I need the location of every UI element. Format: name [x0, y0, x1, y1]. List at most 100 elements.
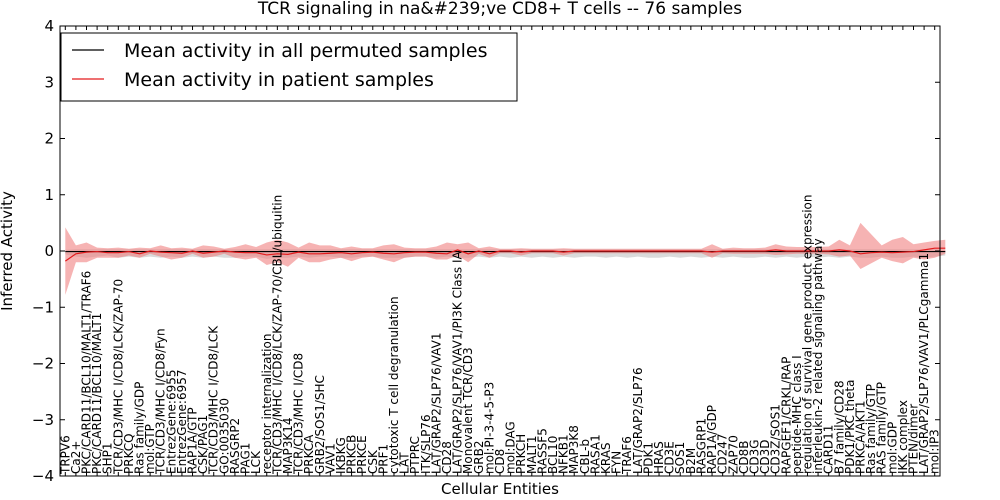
x-tick-label: EntrezGene:6957 [175, 370, 189, 475]
y-tick-label: −1 [32, 298, 54, 316]
y-tick-label: 0 [44, 242, 54, 260]
x-tick-label: KRAS [599, 442, 613, 474]
x-tick-label: interleukin-2 related signaling pathway [811, 238, 825, 474]
x-tick-label: TRPV6 [58, 435, 72, 475]
x-tick-label: IKK complex [896, 400, 910, 474]
x-tick-label: RAPGEF1/CRKL/RAP [779, 357, 793, 474]
x-tick-label: Ras family/GDP [133, 382, 147, 474]
x-tick-label: PRKCH [514, 434, 528, 474]
x-tick-label: mol:GTP [143, 424, 157, 474]
chart-title: TCR signaling in na&#239;ve CD8+ T cells… [257, 0, 742, 19]
x-tick-label: Monovalent TCR/CD3 [461, 347, 475, 474]
x-tick-label: TCR/CD3/MHC I/CD8/LCK [207, 325, 221, 475]
legend-box [60, 32, 518, 102]
x-tick-label: IKBKG [334, 437, 348, 474]
x-tick-label: CSK/PAG1 [196, 415, 210, 474]
x-tick-label: CARD11 [822, 425, 836, 474]
x-tick-label: PRKCQ [122, 433, 136, 474]
x-tick-label: TCR/CD3/MHC I/CD8/LCK/ZAP-70 [111, 279, 125, 475]
x-tick-label: SHP1 [101, 442, 115, 474]
y-tick-label: −4 [32, 467, 54, 485]
x-tick-label: receptor internalization [260, 334, 274, 474]
x-tick-label: EntrezGene:6955 [164, 370, 178, 475]
x-tick-label: PDK1 [641, 442, 655, 474]
x-tick-label: TCR/CD3/MHC I/CD8 [292, 353, 306, 475]
x-tick-label: TRAF6 [620, 436, 634, 475]
x-tick-label: mol:IP3 [928, 429, 942, 474]
x-tick-label: LCK [249, 450, 263, 474]
x-tick-label: ITK/SLP76 [419, 414, 433, 474]
x-tick-label: NFKB1 [557, 434, 571, 474]
plot-area [64, 222, 946, 295]
x-tick-label: RASSF5 [535, 428, 549, 474]
x-tick-label: mol:DAG [504, 421, 518, 474]
x-tick-label: RASGRP2 [228, 418, 242, 474]
x-tick-label: PKC/CARD11/BCL10/MALT1 [90, 313, 104, 474]
x-tick-label: BCL10 [546, 436, 560, 474]
x-tick-label: PRKCB [345, 435, 359, 474]
x-tick-label: RASA1 [588, 434, 602, 474]
x-tick-label: PRF1 [376, 444, 390, 474]
x-tick-label: PAG1 [239, 443, 253, 474]
legend: Mean activity in all permuted samples Me… [60, 32, 518, 102]
x-tick-label: CD3E [663, 441, 677, 474]
x-tick-label: CD8B [737, 441, 751, 475]
x-tick-label: LAT/GRAP2/SLP76/VAV1/PI3K Class IA [451, 250, 465, 474]
x-tick-label: MALT1 [525, 435, 539, 474]
y-tick-label: −2 [32, 355, 54, 373]
x-tick-label: PRKCA [302, 434, 316, 474]
x-tick-label: GRB2/SOS1/SHC [313, 375, 327, 474]
x-tick-label: Ras family/GTP [864, 384, 878, 474]
y-axis: 4 3 2 1 0 −1 −2 −3 −4 [32, 17, 940, 485]
y-axis-title: Inferred Activity [0, 191, 16, 311]
x-tick-label: PRKCA/AKT1 [853, 400, 867, 474]
x-tick-label: CSK [366, 449, 380, 474]
x-tick-label: PDK1/PKC theta [843, 380, 857, 474]
y-tick-label: 2 [44, 130, 54, 148]
x-tick-label: Ca2+ [69, 441, 83, 474]
legend-label-patient: Mean activity in patient samples [124, 69, 434, 91]
legend-label-permuted: Mean activity in all permuted samples [124, 40, 487, 62]
x-tick-label: SOS1 [673, 442, 687, 474]
x-tick-label: mol:PI-3-4-5-P3 [482, 382, 496, 474]
x-tick-label: ZAP70 [726, 435, 740, 474]
x-tick-label: RASGRP1 [694, 418, 708, 474]
x-tick-label: PKC/CARD11/BCL10/MALT1/TRAF6 [80, 271, 94, 474]
x-tick-label: MAP3K14 [281, 417, 295, 474]
x-tick-label: RAP1A/GTP [186, 407, 200, 474]
y-tick-label: 3 [44, 73, 54, 91]
x-tick-label: TCR/CD3/MHC I/CD8/LCK/ZAP-70/CBL/ubiquit… [270, 195, 284, 475]
x-tick-label: TCR/CD3/MHC I/CD8/Fyn [154, 328, 168, 475]
x-tick-label: regulation of survival gene product expr… [800, 195, 814, 474]
x-axis-title: Cellular Entities [441, 480, 559, 498]
x-tick-label: cytotoxic T cell degranulation [387, 296, 401, 474]
y-tick-label: 1 [44, 186, 54, 204]
x-tick-label: LAT [398, 452, 412, 474]
x-tick-label: PTEN/dimer [906, 404, 920, 474]
x-tick-label: VAV1 [323, 443, 337, 474]
x-tick-label: CD3Z/SOS1 [769, 404, 783, 474]
x-tick-label: peptide-MHC class I [790, 355, 804, 474]
x-tick-label: B2M [684, 448, 698, 474]
band-patient [65, 222, 946, 295]
x-tick-label: LAT/GRAP2/SLP76/VAV1/PLCgamma1 [917, 253, 931, 474]
line-patient [64, 247, 946, 262]
x-tick-label: RAP1A/GDP [705, 405, 719, 474]
x-tick-label: HRAS [652, 441, 666, 474]
x-tick-label: PRKCE [355, 435, 369, 474]
x-tick-label: CBL-b [578, 439, 592, 474]
x-tick-label: PTPRC [408, 436, 422, 474]
x-tick-label: FYN [610, 451, 624, 474]
y-tick-label: −3 [32, 411, 54, 429]
x-tick-label: CD3G [747, 439, 761, 474]
x-tick-label: GRB2 [472, 440, 486, 474]
x-tick-label: LAT/GRAP2/SLP76/VAV1 [429, 333, 443, 474]
x-tick-label: mol:GDP [885, 422, 899, 474]
x-tick-label: MAP3K8 [567, 425, 581, 474]
x-tick-label: LAT/GRAP2/SLP76 [631, 367, 645, 474]
x-tick-label: B7 family/CD28 [832, 380, 846, 474]
x-tick-label: CD8 [493, 449, 507, 474]
x-tick-label: CD3D [758, 440, 772, 475]
x-axis-labels: TRPV6Ca2+PKC/CARD11/BCL10/MALT1/TRAF6PKC… [58, 26, 942, 476]
